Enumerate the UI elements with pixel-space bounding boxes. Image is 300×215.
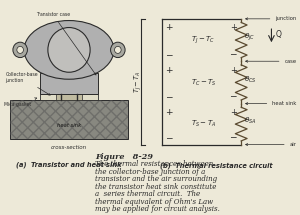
Text: thermal equivalent of Ohm's Law: thermal equivalent of Ohm's Law xyxy=(95,198,213,206)
Text: +: + xyxy=(165,108,173,117)
Text: (b)  Thermal resistance circuit: (b) Thermal resistance circuit xyxy=(160,162,272,169)
Text: −: − xyxy=(230,49,237,58)
Text: +: + xyxy=(165,23,173,32)
Text: the collector-base junction of a: the collector-base junction of a xyxy=(95,168,205,176)
Text: may be applied for circuit analysis.: may be applied for circuit analysis. xyxy=(95,205,220,213)
Text: Q: Q xyxy=(276,30,281,39)
Text: −: − xyxy=(165,133,173,142)
Text: (a)  Transistor and heat sink: (a) Transistor and heat sink xyxy=(16,162,122,168)
Text: −: − xyxy=(165,50,173,59)
Bar xyxy=(10,100,128,139)
Text: Mica gasket: Mica gasket xyxy=(4,98,37,107)
Text: heat sink: heat sink xyxy=(57,123,81,128)
Text: $T_J - T_C$: $T_J - T_C$ xyxy=(191,34,215,46)
Circle shape xyxy=(17,46,23,53)
Text: $\theta_{JC}$: $\theta_{JC}$ xyxy=(244,31,255,43)
Text: +: + xyxy=(165,66,173,75)
Text: $\theta_{SA}$: $\theta_{SA}$ xyxy=(244,116,256,126)
Ellipse shape xyxy=(24,21,114,79)
Circle shape xyxy=(13,42,27,58)
Text: cross-section: cross-section xyxy=(51,145,87,150)
Text: $\theta_{CS}$: $\theta_{CS}$ xyxy=(244,74,257,85)
Bar xyxy=(56,94,82,100)
Text: Figure   8-29: Figure 8-29 xyxy=(95,154,153,161)
Text: Collector-base
junction: Collector-base junction xyxy=(6,72,50,95)
Bar xyxy=(40,94,98,100)
Text: −: − xyxy=(230,133,237,142)
Text: heat sink: heat sink xyxy=(246,101,297,106)
Text: junction: junction xyxy=(246,16,297,21)
Text: $T_J - T_A$: $T_J - T_A$ xyxy=(133,70,144,93)
Text: $T_S - T_A$: $T_S - T_A$ xyxy=(191,119,216,129)
Circle shape xyxy=(115,46,121,53)
Text: −: − xyxy=(230,92,237,101)
Text: air: air xyxy=(246,142,297,147)
Bar xyxy=(10,100,128,139)
Text: transistor and the air surrounding: transistor and the air surrounding xyxy=(95,175,217,183)
Text: case: case xyxy=(246,59,297,64)
Text: +: + xyxy=(230,108,237,117)
Text: +: + xyxy=(230,23,237,32)
Text: −: − xyxy=(165,92,173,101)
Text: a  series thermal circuit.  The: a series thermal circuit. The xyxy=(95,190,200,198)
Circle shape xyxy=(111,42,125,58)
Text: $T_C - T_S$: $T_C - T_S$ xyxy=(190,77,216,88)
Text: the transistor heat sink constitute: the transistor heat sink constitute xyxy=(95,183,216,191)
Text: +: + xyxy=(230,66,237,75)
FancyBboxPatch shape xyxy=(40,73,98,94)
Text: Transistor case: Transistor case xyxy=(36,12,96,75)
Text: The thermal resistances between: The thermal resistances between xyxy=(95,160,213,168)
Circle shape xyxy=(48,28,90,72)
